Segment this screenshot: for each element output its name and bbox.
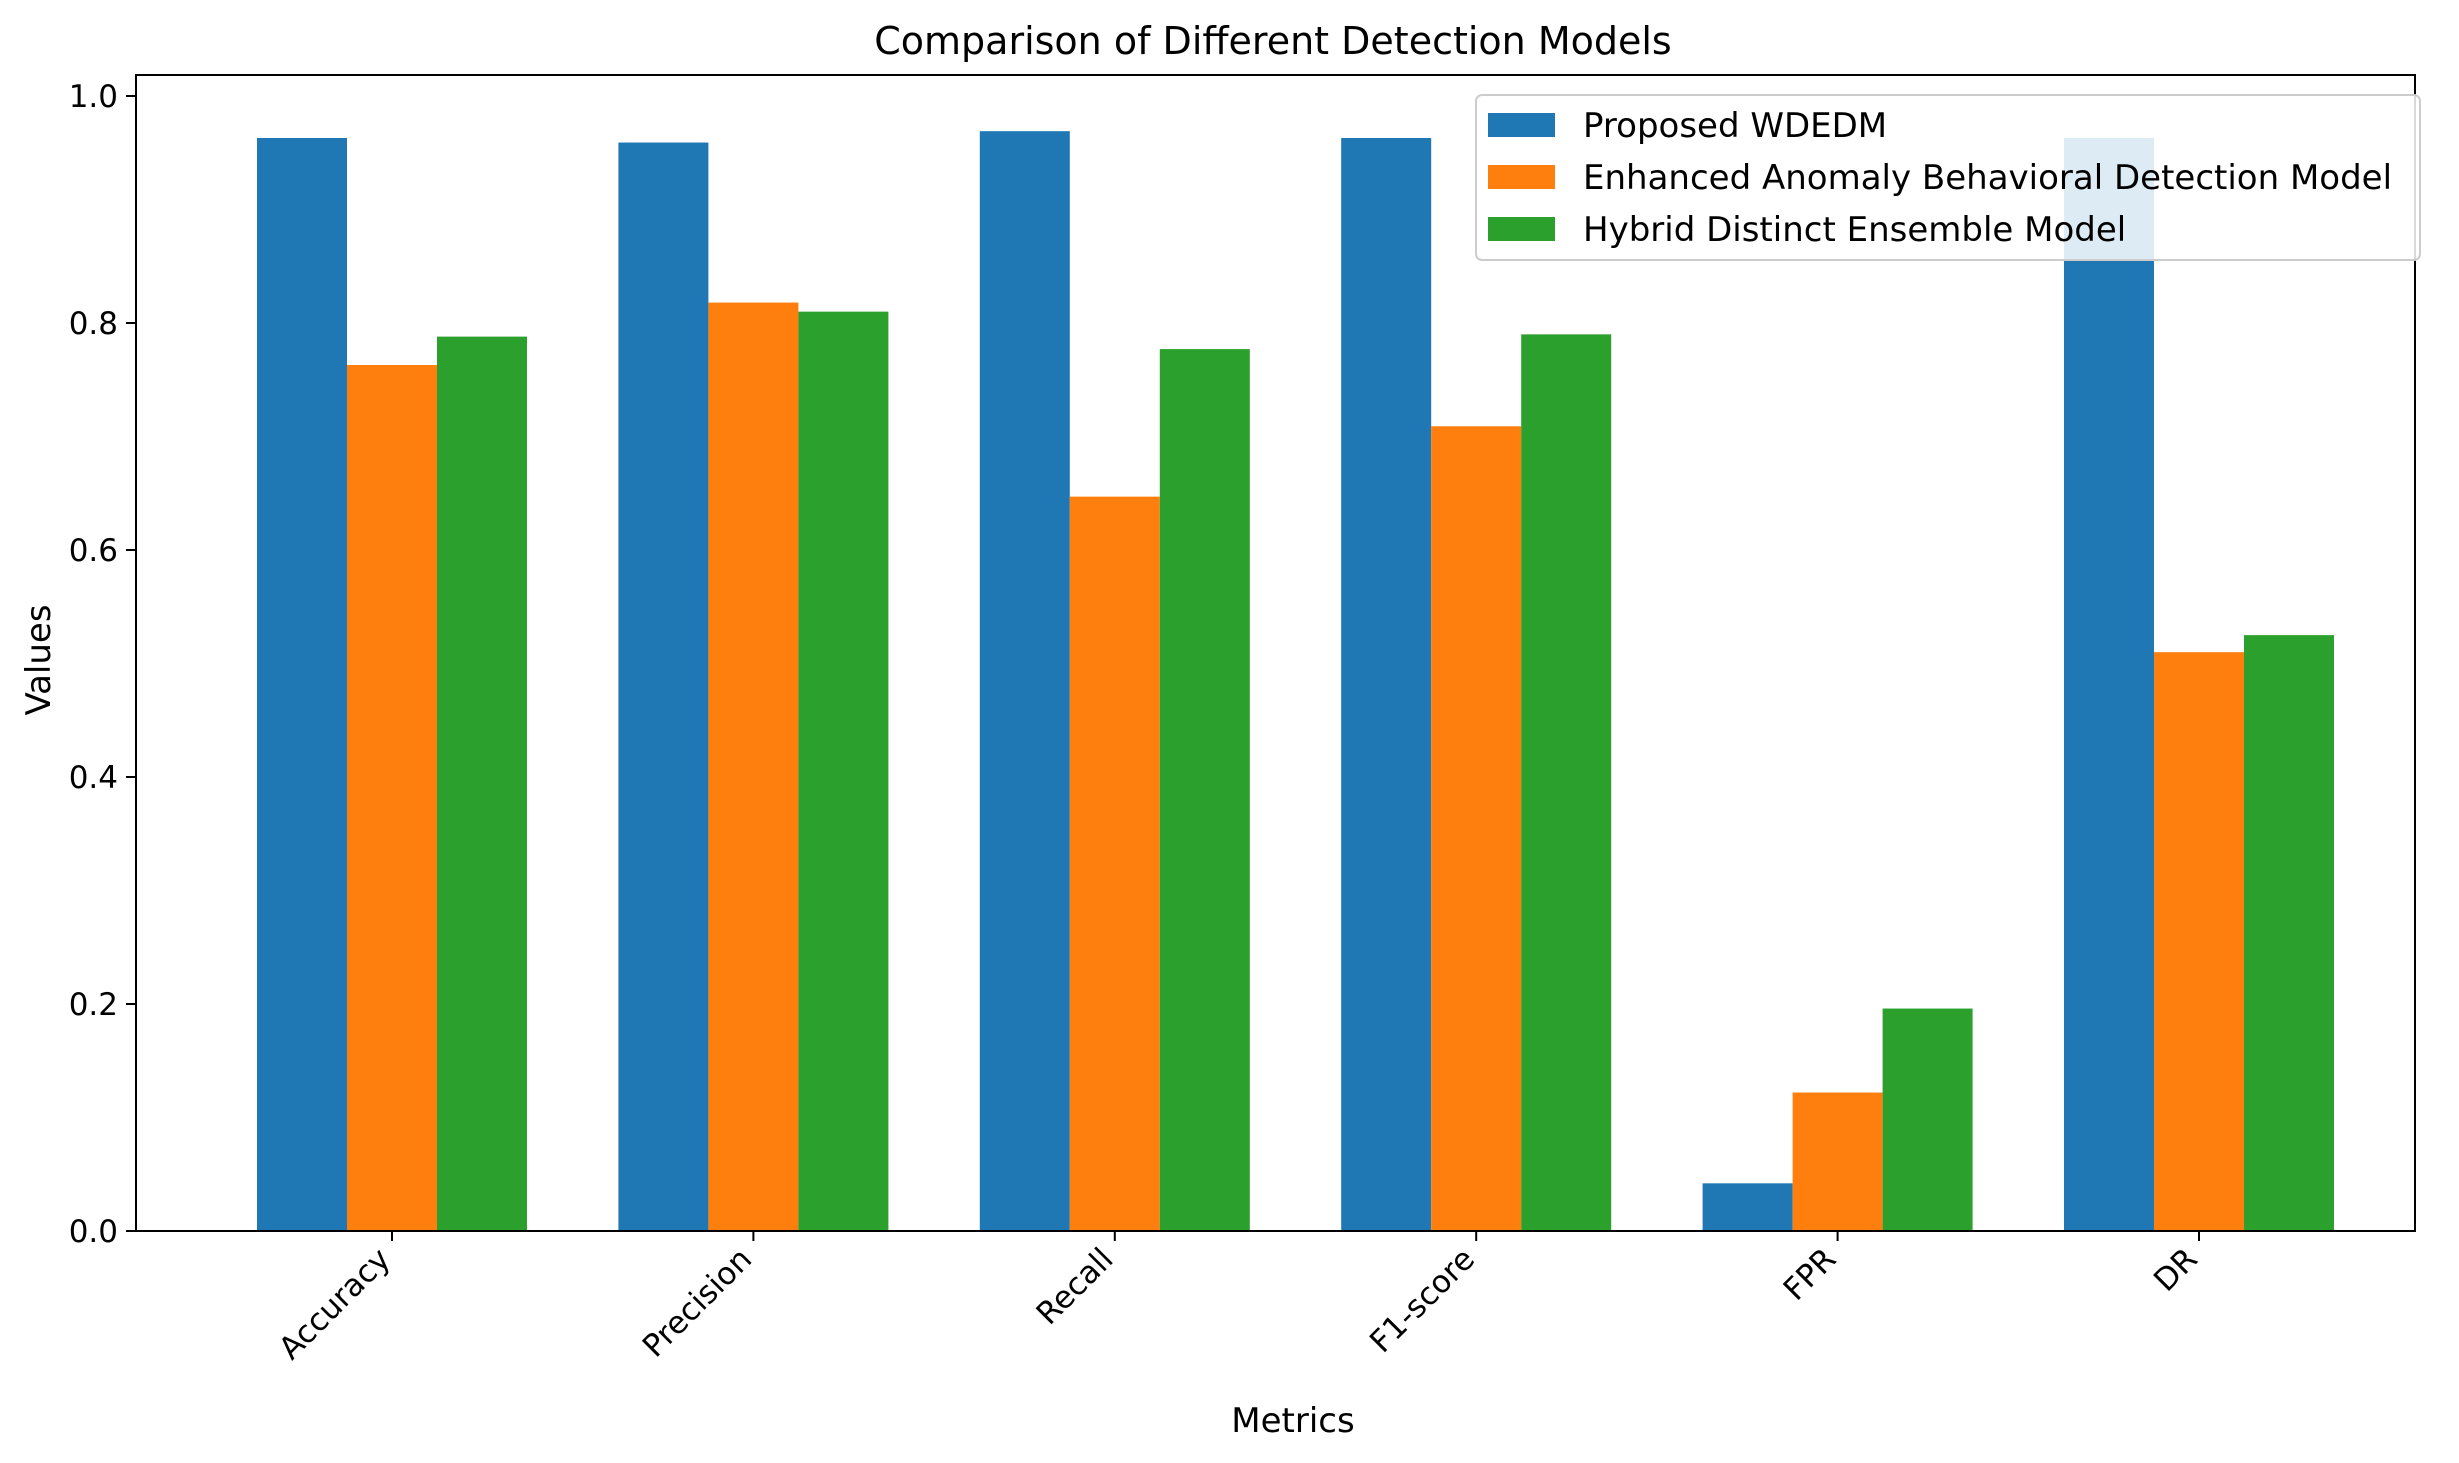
plot-frame xyxy=(135,74,2416,1232)
bar-enhanced-anomaly-behavioral-detection-model-recall xyxy=(1069,496,1160,1231)
legend-label-hybrid-distinct-ensemble-model: Hybrid Distinct Ensemble Model xyxy=(1583,210,2126,250)
y-tick-label: 0.6 xyxy=(69,533,118,569)
legend-swatch-hybrid-distinct-ensemble-model xyxy=(1488,217,1555,241)
y-axis-label: Values xyxy=(19,604,59,715)
bars-layer xyxy=(257,131,2334,1232)
bar-proposed-wdedm-dr xyxy=(2064,138,2154,1231)
bar-enhanced-anomaly-behavioral-detection-model-precision xyxy=(708,302,799,1231)
bar-enhanced-anomaly-behavioral-detection-model-f1-score xyxy=(1431,426,1522,1231)
legend-label-proposed-wdedm: Proposed WDEDM xyxy=(1583,106,1887,146)
y-tick-label: 0.8 xyxy=(69,306,118,342)
legend: Proposed WDEDM Enhanced Anomaly Behaviora… xyxy=(1475,94,2421,261)
y-tick-label: 0.2 xyxy=(69,987,118,1023)
y-tick-label: 1.0 xyxy=(69,79,118,115)
bar-enhanced-anomaly-behavioral-detection-model-fpr xyxy=(1792,1092,1883,1231)
bar-proposed-wdedm-accuracy xyxy=(257,138,347,1231)
bar-proposed-wdedm-fpr xyxy=(1702,1183,1793,1231)
legend-swatch-enhanced-anomaly-behavioral-detection-model xyxy=(1488,165,1555,189)
x-axis-label: Metrics xyxy=(1231,1401,1354,1441)
bar-hybrid-distinct-ensemble-model-dr xyxy=(2244,635,2334,1232)
bar-hybrid-distinct-ensemble-model-f1-score xyxy=(1521,334,1612,1232)
bar-hybrid-distinct-ensemble-model-recall xyxy=(1159,349,1250,1231)
legend-label-enhanced-anomaly-behavioral-detection-model: Enhanced Anomaly Behavioral Detection Mo… xyxy=(1583,158,2392,198)
bar-enhanced-anomaly-behavioral-detection-model-accuracy xyxy=(347,365,437,1231)
legend-swatch-proposed-wdedm xyxy=(1488,113,1555,137)
bar-hybrid-distinct-ensemble-model-accuracy xyxy=(437,336,527,1231)
bar-hybrid-distinct-ensemble-model-precision xyxy=(798,311,889,1231)
chart-title: Comparison of Different Detection Models xyxy=(874,19,1671,63)
bar-proposed-wdedm-f1-score xyxy=(1341,138,1432,1231)
y-tick-label: 0.0 xyxy=(69,1214,118,1250)
bar-proposed-wdedm-recall xyxy=(979,131,1070,1232)
bar-enhanced-anomaly-behavioral-detection-model-dr xyxy=(2154,652,2244,1231)
legend-box xyxy=(1475,94,2421,261)
bar-proposed-wdedm-precision xyxy=(618,142,709,1231)
bar-hybrid-distinct-ensemble-model-fpr xyxy=(1882,1008,1973,1231)
y-axis-ticks: 0.0 0.2 0.4 0.6 0.8 1.0 xyxy=(69,79,136,1250)
y-tick-label: 0.4 xyxy=(69,760,118,796)
